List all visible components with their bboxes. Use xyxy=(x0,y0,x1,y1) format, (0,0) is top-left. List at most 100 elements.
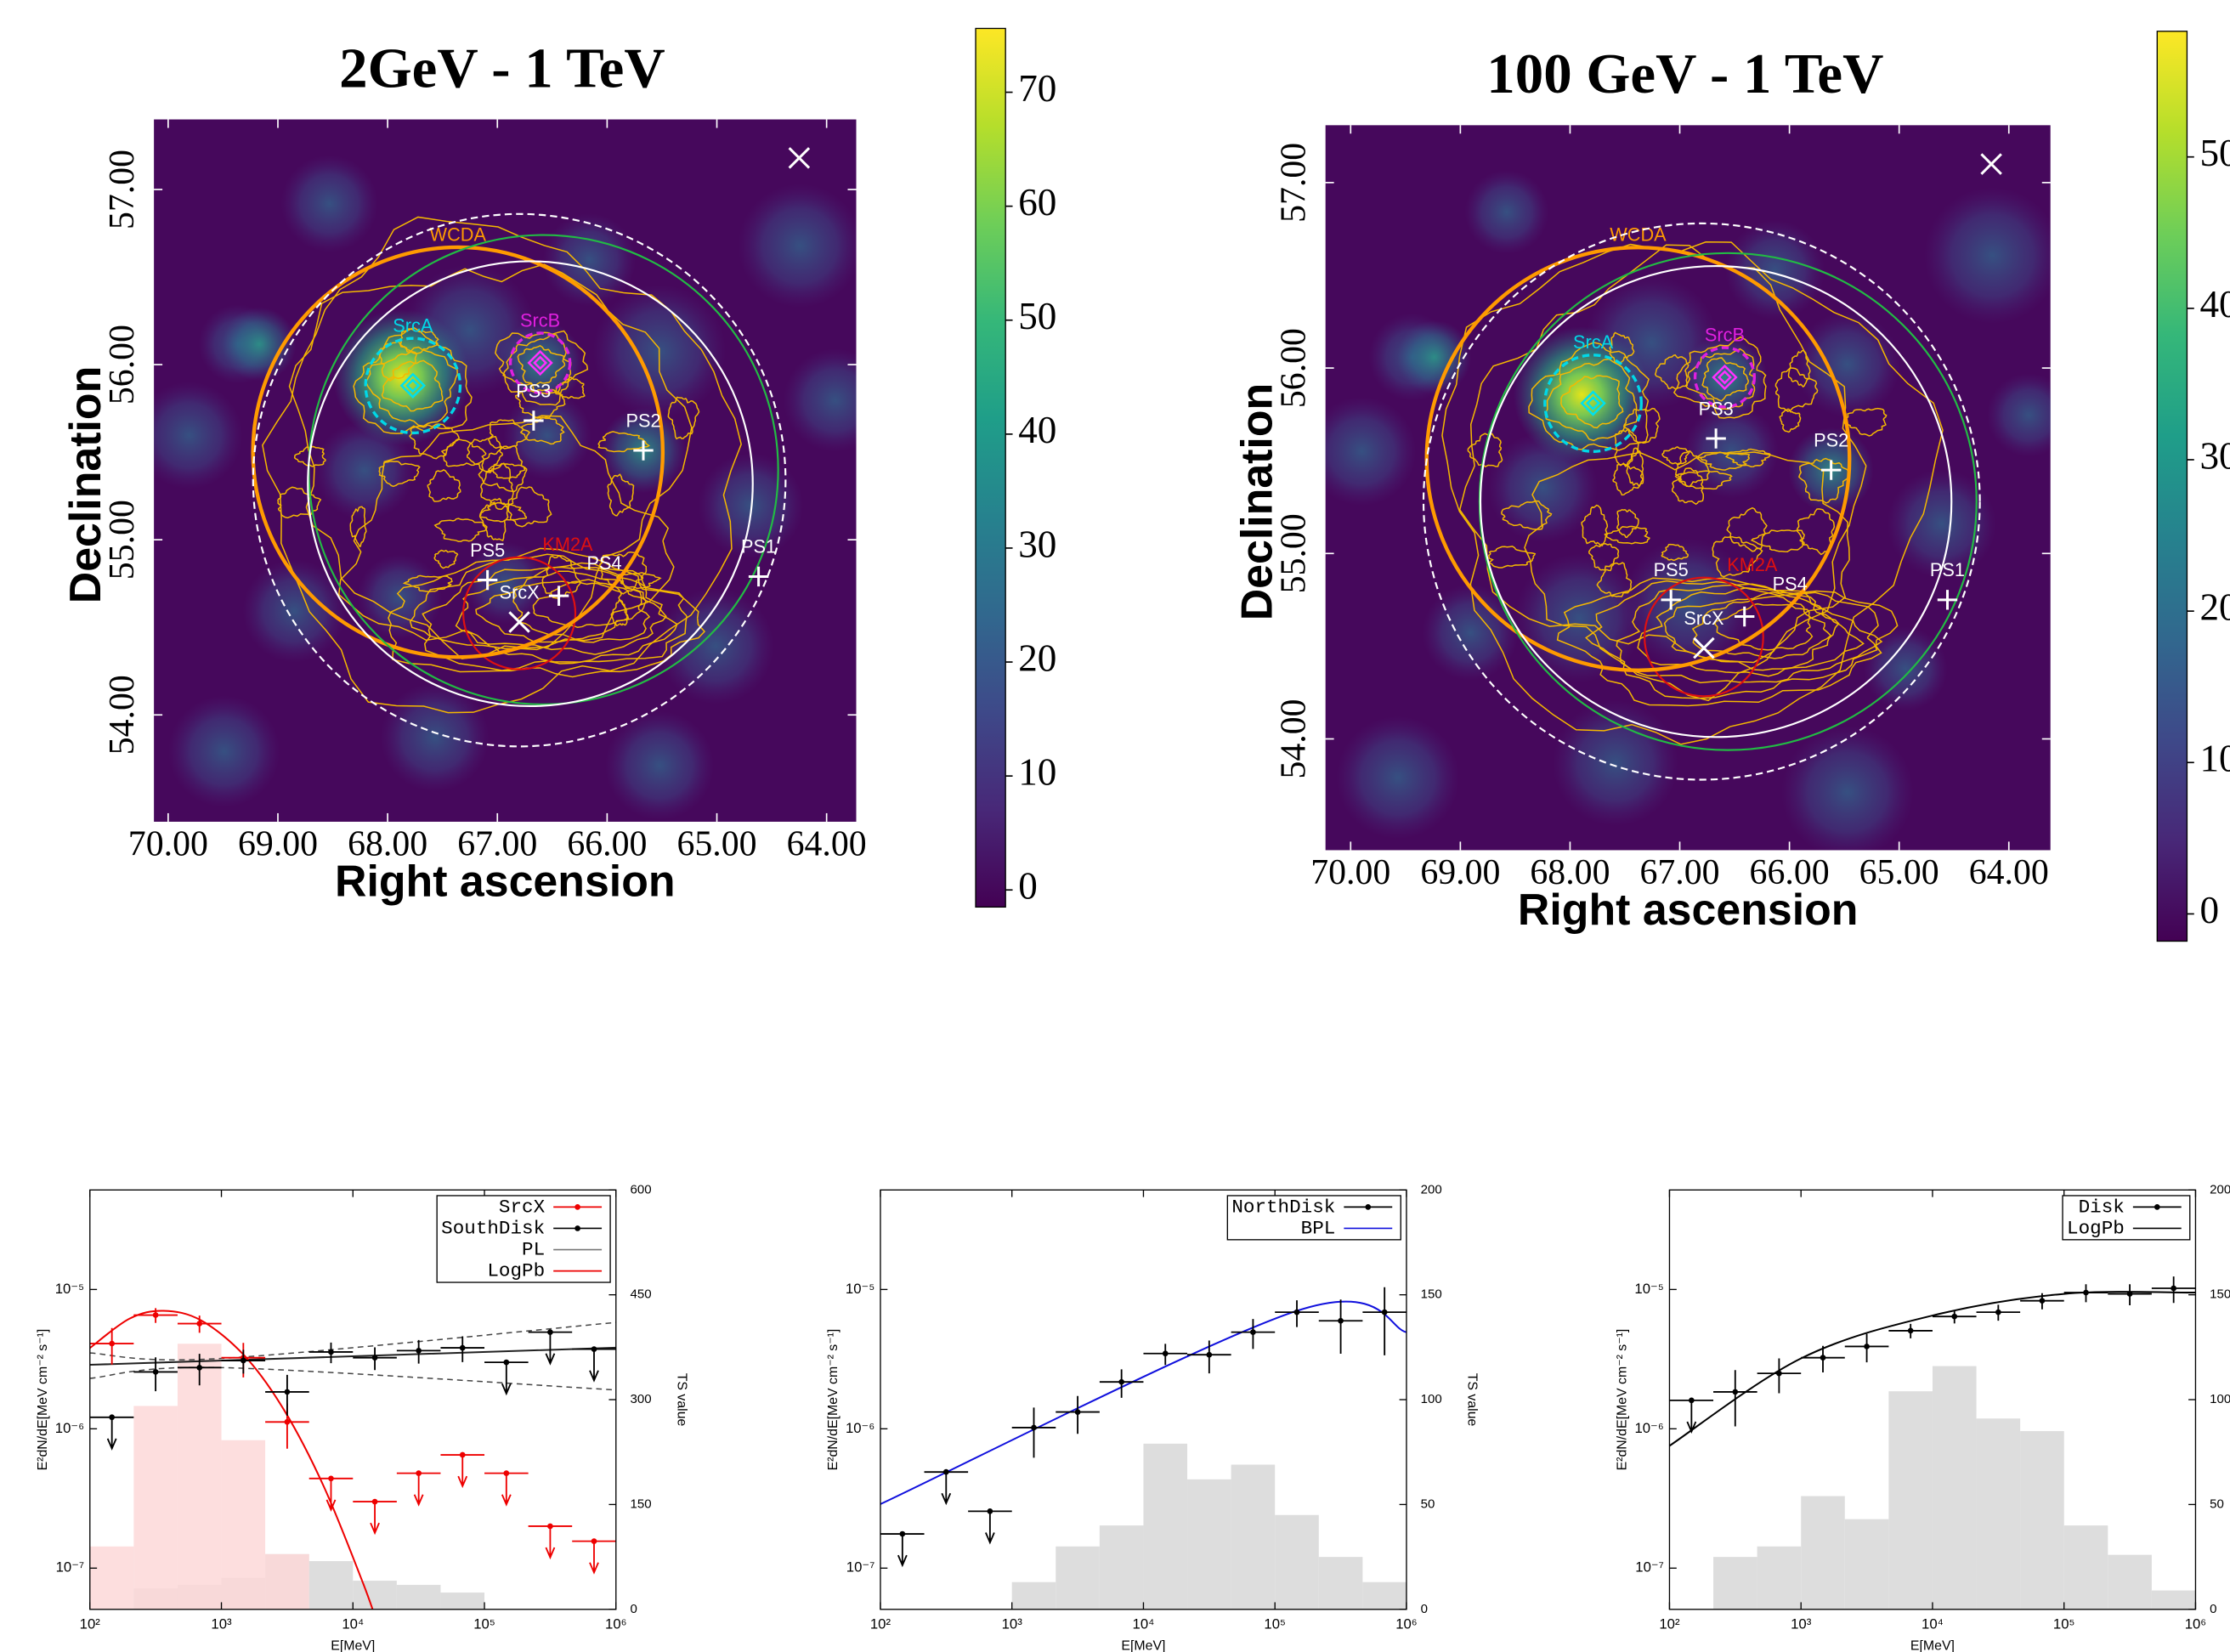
data-point xyxy=(371,1498,378,1505)
y-tick-label: 10⁻⁶ xyxy=(1634,1420,1663,1436)
contour xyxy=(1684,348,1756,410)
contour xyxy=(515,388,566,420)
ts-bar xyxy=(396,1585,441,1610)
data-point xyxy=(547,1329,553,1335)
contour xyxy=(1528,342,1650,451)
ts-bar xyxy=(1713,1557,1757,1610)
contour xyxy=(293,445,326,467)
ts-bar xyxy=(2020,1431,2064,1610)
y2-tick-label: 150 xyxy=(631,1496,652,1511)
y-axis-label: Declination xyxy=(60,366,110,604)
contour xyxy=(378,341,418,382)
source-label: PS2 xyxy=(1814,429,1848,450)
region xyxy=(462,556,577,670)
contour xyxy=(1556,577,1899,707)
region-label: WCDA xyxy=(430,223,487,245)
contour xyxy=(555,376,586,399)
contour xyxy=(532,580,630,629)
ts-bar xyxy=(1099,1525,1144,1610)
contour xyxy=(1712,535,1763,578)
region xyxy=(1543,354,1643,453)
ts-bar xyxy=(1801,1496,1845,1610)
colorbar-tick-label: 0 xyxy=(1018,865,1038,908)
y2-tick-label: 150 xyxy=(2210,1287,2230,1302)
source-label: PS4 xyxy=(587,552,622,574)
legend-swatch xyxy=(2154,1204,2160,1210)
contour xyxy=(475,570,651,643)
emission xyxy=(1336,716,1460,840)
data-point xyxy=(1951,1313,1958,1320)
region xyxy=(251,245,665,659)
chart-title: 100 GeV - 1 TeV xyxy=(1486,42,1883,105)
x-tick-label: 10⁵ xyxy=(473,1616,495,1632)
legend-label: NorthDisk xyxy=(1231,1196,1335,1218)
contour xyxy=(1609,331,1635,364)
legend-label: LogPb xyxy=(2067,1217,2125,1239)
data-point xyxy=(109,1414,116,1421)
x-tick-label: 10² xyxy=(1659,1616,1680,1632)
ts-bar xyxy=(177,1344,222,1610)
ts-bar xyxy=(440,1593,485,1610)
legend-label: SrcX xyxy=(499,1196,546,1218)
source-marker xyxy=(477,569,498,591)
data-point xyxy=(152,1369,159,1375)
contour xyxy=(1501,500,1553,530)
emission xyxy=(1464,170,1549,255)
emission xyxy=(1552,699,1678,827)
data-point xyxy=(2083,1289,2089,1296)
ts-bar xyxy=(1844,1519,1889,1610)
region xyxy=(1644,576,1764,698)
x-axis-label: E[MeV] xyxy=(1121,1639,1165,1652)
source-label: PS1 xyxy=(741,536,776,557)
x-tick-label: 10² xyxy=(870,1616,891,1632)
y2-axis-label: TS value xyxy=(675,1373,689,1427)
source-label: SrcX xyxy=(500,581,541,603)
source-marker xyxy=(548,586,569,606)
y2-axis-label: TS value xyxy=(1465,1373,1480,1427)
x-tick-label: 68.00 xyxy=(348,825,427,864)
colorbar-tick-label: 30 xyxy=(2199,434,2230,477)
contour xyxy=(1441,240,1944,745)
x-tick-label: 10² xyxy=(80,1616,101,1632)
emission xyxy=(1422,584,1519,682)
x-tick-label: 10⁴ xyxy=(1922,1616,1944,1632)
x-tick-label: 10³ xyxy=(211,1616,232,1632)
region-label: SrcB xyxy=(1705,324,1745,345)
colorbar xyxy=(975,27,1006,908)
ts-bar xyxy=(1275,1514,1319,1610)
emission xyxy=(738,184,857,308)
contour xyxy=(381,359,444,412)
emission xyxy=(783,348,857,453)
x-tick-label: 68.00 xyxy=(1530,853,1610,892)
contour xyxy=(427,469,461,502)
data-point xyxy=(459,1451,466,1458)
sky-map: SrcA SrcB KM2A WCDA PS1 PS2 PS3 PS4 PS5 SrcX xyxy=(154,119,857,822)
emission xyxy=(222,307,297,382)
data-point xyxy=(1162,1350,1169,1357)
legend-label: BPL xyxy=(1301,1217,1336,1239)
legend-box xyxy=(436,1195,611,1283)
x-tick-label: 70.00 xyxy=(1310,853,1390,892)
y-tick-label: 54.00 xyxy=(103,675,142,755)
x-tick-label: 67.00 xyxy=(457,825,537,864)
data-point xyxy=(1907,1327,1914,1334)
plot-area xyxy=(1669,1276,2196,1610)
contour xyxy=(440,438,487,467)
region-label: KM2A xyxy=(542,534,593,555)
plot-area xyxy=(880,1287,1406,1610)
region xyxy=(1693,346,1757,409)
x-tick-label: 10³ xyxy=(1002,1616,1023,1632)
colorbar-tick-label: 20 xyxy=(2199,586,2230,628)
source-label: PS3 xyxy=(516,380,551,401)
contour xyxy=(349,506,367,547)
legend-swatch xyxy=(574,1225,580,1231)
emission xyxy=(1887,469,1996,579)
contour xyxy=(422,562,678,663)
colorbar-tick-label: 50 xyxy=(1018,295,1056,337)
y-tick-label: 10⁻⁶ xyxy=(846,1420,874,1436)
emission xyxy=(1794,311,1901,418)
y2-tick-label: 200 xyxy=(1421,1182,1442,1197)
y2-tick-label: 600 xyxy=(631,1182,652,1197)
